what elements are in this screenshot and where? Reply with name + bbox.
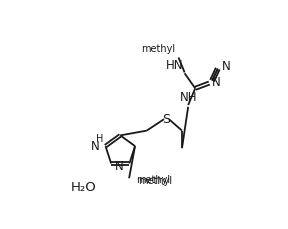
Text: methyl: methyl bbox=[141, 44, 175, 54]
Text: methyl: methyl bbox=[139, 176, 173, 186]
Text: S: S bbox=[162, 113, 170, 126]
Text: N: N bbox=[211, 76, 220, 89]
Text: H₂O: H₂O bbox=[71, 181, 97, 194]
Text: NH: NH bbox=[179, 91, 197, 104]
Text: N: N bbox=[91, 140, 100, 153]
Text: H: H bbox=[96, 134, 104, 144]
Text: methyl: methyl bbox=[136, 175, 170, 185]
Text: N: N bbox=[115, 160, 124, 173]
Text: N: N bbox=[222, 60, 231, 73]
Text: HN: HN bbox=[166, 59, 184, 71]
